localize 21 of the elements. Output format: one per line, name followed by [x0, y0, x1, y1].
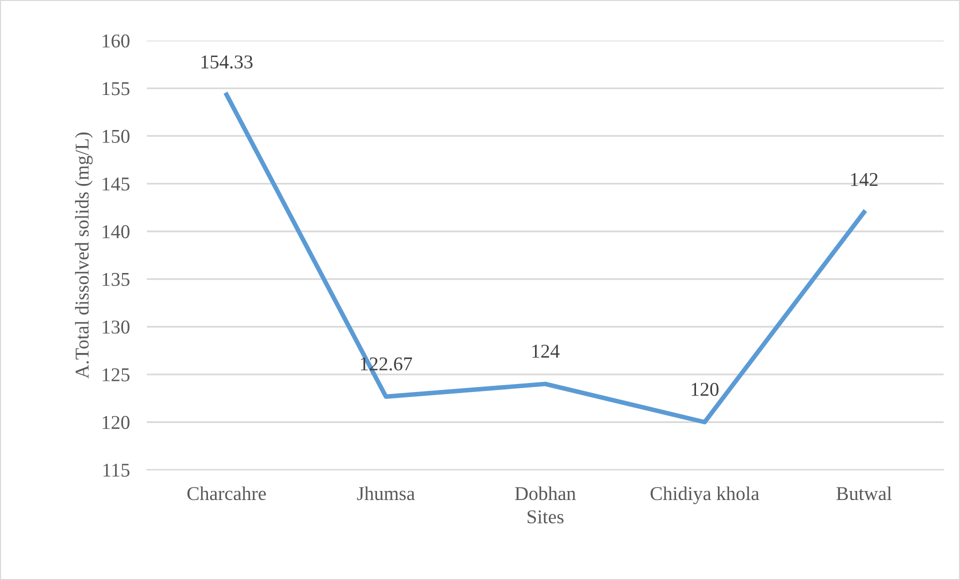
y-tick-label: 145: [102, 178, 130, 191]
x-tick-label: Charcahre: [187, 486, 266, 500]
x-tick-label: Jhumsa: [357, 486, 415, 500]
y-tick-label: 120: [102, 416, 130, 430]
y-tick-label: 140: [102, 225, 130, 238]
x-axis-title: Sites: [528, 510, 564, 524]
data-label: 124: [532, 344, 560, 358]
x-tick-label: Dobhan: [515, 486, 576, 500]
x-tick-label: Chidiya khola: [650, 486, 760, 504]
y-tick-label: 155: [102, 82, 130, 96]
x-tick-label: Butwal: [836, 486, 892, 500]
data-label: 154.33: [202, 55, 253, 69]
y-tick-label: 130: [102, 320, 130, 334]
y-tick-label: 125: [102, 368, 130, 382]
y-axis-title: A.Total dissolved solids (mg/L): [75, 132, 93, 379]
data-label: 120: [692, 382, 718, 396]
data-label: 142: [851, 173, 878, 186]
y-tick-label: 150: [102, 130, 130, 143]
y-tick-label: 160: [102, 34, 130, 48]
y-tick-label: 135: [102, 272, 130, 286]
y-tick-label: 115: [103, 464, 130, 477]
